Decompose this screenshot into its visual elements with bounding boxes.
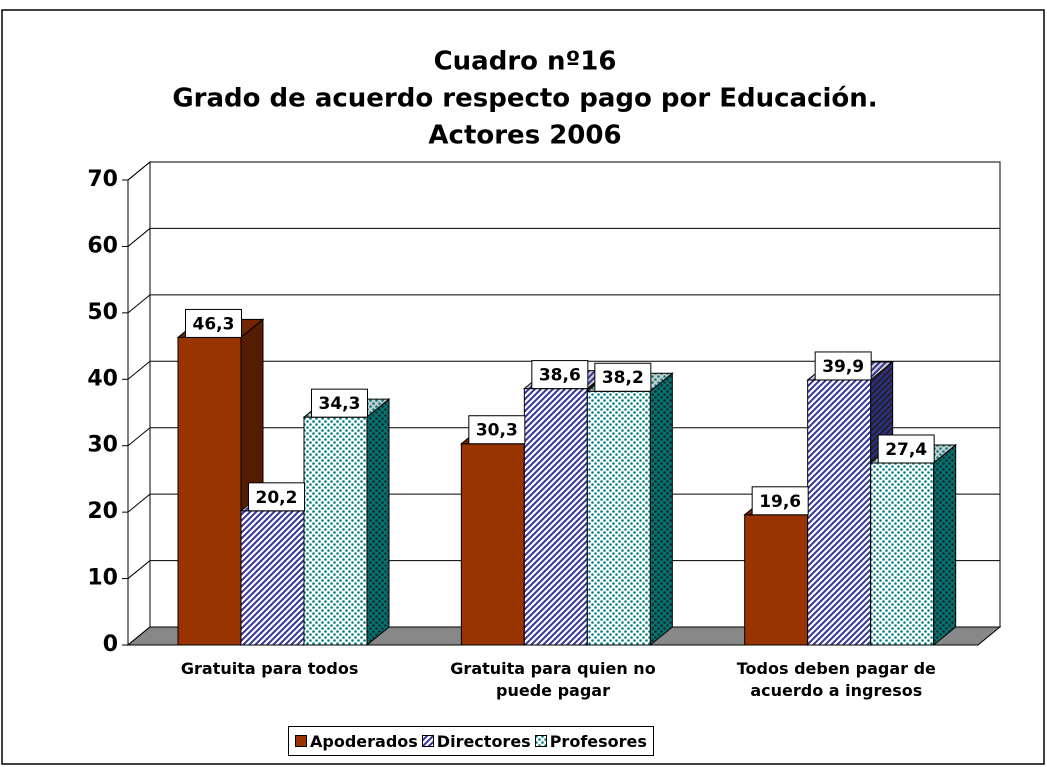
legend-swatch — [421, 735, 434, 747]
bar — [744, 514, 809, 646]
data-label-box — [877, 434, 935, 464]
side-wall — [127, 160, 151, 647]
grid-line — [127, 228, 151, 247]
bar-side — [933, 443, 957, 647]
legend-item: Profesores — [534, 731, 647, 751]
bar — [870, 462, 935, 646]
chart-title: Cuadro nº16 — [434, 47, 617, 77]
grid-line — [127, 294, 151, 314]
y-tick-label: 10 — [87, 566, 118, 591]
legend-swatch — [295, 735, 307, 747]
legend-item: Apoderados — [295, 732, 418, 751]
y-tick-label: 20 — [87, 499, 118, 524]
x-tick-label: Todos deben pagar de acuerdo a ingresos — [736, 659, 936, 700]
bar — [807, 379, 872, 646]
data-label-box — [814, 351, 872, 381]
x-tick-label: Gratuita para quien no puede pagar — [450, 659, 656, 700]
y-tick-label: 50 — [87, 300, 118, 325]
legend: Apoderados Directores Profesores — [288, 726, 654, 756]
legend-swatch-fill — [421, 735, 434, 747]
y-tick-label: 40 — [87, 366, 118, 391]
legend-swatch — [534, 735, 547, 747]
data-label: 30,3 — [476, 421, 518, 441]
bar — [177, 336, 242, 646]
data-label: 19,6 — [759, 492, 801, 512]
x-tick-label: Gratuita para todos — [180, 659, 359, 678]
grid-line — [127, 360, 151, 380]
data-label: 38,2 — [602, 368, 644, 388]
grid-line — [127, 493, 151, 513]
bar — [303, 416, 368, 646]
data-label: 34,3 — [319, 394, 361, 414]
bar — [586, 390, 651, 646]
chart-title: Grado de acuerdo respecto pago por Educa… — [172, 84, 877, 114]
bar — [460, 443, 525, 646]
bar — [523, 388, 588, 646]
legend-swatch-fill — [295, 735, 307, 747]
grid-line — [127, 560, 151, 579]
data-label-box — [248, 482, 305, 512]
data-label-box — [594, 362, 652, 392]
legend-label: Profesores — [549, 731, 647, 751]
chart-title: Actores 2006 — [428, 121, 621, 151]
bar-side — [649, 372, 673, 647]
data-label: 27,4 — [885, 440, 927, 460]
y-tick-label: 30 — [87, 433, 118, 458]
legend-swatch-fill — [534, 735, 547, 747]
legend-label: Directores — [436, 731, 531, 751]
data-label-box — [468, 415, 526, 445]
data-label: 39,9 — [822, 357, 864, 377]
y-tick-label: 0 — [103, 632, 118, 657]
data-label-box — [531, 360, 589, 390]
bar — [240, 510, 305, 646]
data-label: 20,2 — [256, 488, 298, 508]
grid-line — [127, 427, 151, 447]
bar-side — [366, 398, 390, 647]
data-label-box — [311, 388, 368, 418]
data-label: 38,6 — [539, 366, 581, 386]
grid-line — [127, 161, 151, 181]
data-label-box — [751, 486, 809, 516]
legend-label: Apoderados — [310, 731, 418, 751]
legend-item: Directores — [421, 731, 531, 751]
y-tick-label: 70 — [87, 167, 118, 192]
data-label: 46,3 — [193, 314, 235, 334]
data-label-box — [185, 308, 242, 338]
y-tick-label: 60 — [87, 233, 118, 258]
